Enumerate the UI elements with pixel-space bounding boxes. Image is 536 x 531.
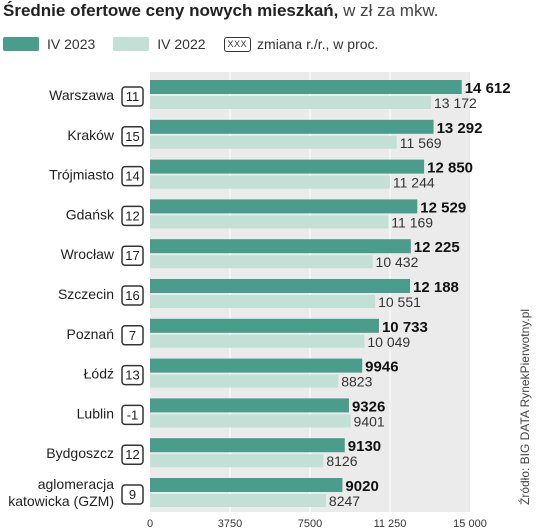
bar-iv-2023 [150, 398, 349, 413]
chart-title-unit: w zł za mkw. [338, 1, 439, 20]
value-label-iv-2023: 14 612 [465, 80, 511, 97]
change-badge-value: 9 [129, 487, 136, 502]
change-badge-box [121, 325, 144, 346]
category-label: Lublin [77, 405, 114, 421]
category-label: Gdańsk [66, 206, 115, 222]
legend-swatch-iv-2022 [113, 37, 150, 51]
bar-iv-2022 [150, 334, 365, 348]
legend-swatch-iv-2023 [3, 37, 39, 51]
change-badge-box [121, 126, 144, 147]
x-tick-label: 15 000 [453, 518, 487, 530]
bar-iv-2023 [150, 119, 434, 134]
change-badge-box [121, 165, 144, 187]
value-label-iv-2022: 8823 [341, 374, 372, 390]
category-label: aglomeracja [38, 476, 114, 492]
change-badge-box [121, 404, 144, 426]
value-label-iv-2023: 12 188 [413, 279, 459, 296]
value-label-iv-2023: 9326 [352, 398, 385, 415]
value-label-iv-2022: 10 049 [367, 334, 410, 350]
value-label-iv-2023: 10 733 [382, 319, 428, 336]
value-label-iv-2022: 9401 [354, 413, 385, 429]
bar-iv-2022 [150, 135, 397, 149]
change-badge-value: 12 [125, 208, 139, 223]
bar-iv-2022 [150, 175, 390, 189]
category-label: Wrocław [61, 246, 115, 262]
change-badge-value: 12 [125, 447, 139, 462]
category-label: Trójmiasto [49, 167, 114, 183]
legend-item-iv-2022: IV 2022 [113, 36, 206, 52]
value-label-iv-2022: 11 569 [400, 135, 442, 151]
change-badge-value: 17 [125, 248, 139, 263]
value-label-iv-2023: 13 292 [437, 120, 483, 137]
change-badge-box [121, 444, 144, 465]
bar-iv-2023 [150, 478, 343, 492]
value-label-iv-2023: 12 529 [420, 199, 466, 216]
change-badge-value: 16 [125, 288, 139, 303]
category-label: Bydgoszcz [46, 445, 114, 461]
value-label-iv-2022: 8126 [326, 453, 357, 469]
change-badge-value: 14 [125, 169, 139, 184]
value-label-iv-2022: 10 432 [376, 254, 419, 270]
bar-iv-2023 [150, 199, 418, 214]
change-badge-box [121, 245, 144, 266]
change-badge-value: 7 [129, 328, 136, 343]
chart-title-main: Średnie ofertowe ceny nowych mieszkań, [3, 1, 339, 20]
bar-iv-2023 [150, 279, 411, 293]
category-label: Warszawa [49, 87, 114, 103]
bar-iv-2023 [150, 358, 363, 373]
legend-change-box: XXX [223, 36, 252, 52]
bar-iv-2022 [150, 255, 373, 269]
category-label: Poznań [67, 326, 114, 342]
x-tick-label: 7500 [298, 518, 322, 530]
bar-iv-2023 [150, 80, 462, 94]
change-badge-value: 11 [126, 89, 140, 104]
value-label-iv-2022: 10 551 [378, 294, 421, 310]
legend-label-iv-2022: IV 2022 [157, 36, 206, 52]
change-badge-value: -1 [127, 407, 139, 422]
value-label-iv-2022: 13 172 [434, 95, 477, 111]
category-label: Łódź [84, 366, 114, 382]
value-label-iv-2023: 12 225 [414, 239, 460, 256]
bar-iv-2022 [150, 295, 376, 308]
bar-iv-2022 [150, 494, 326, 507]
legend-label-iv-2023: IV 2023 [47, 36, 96, 52]
bar-iv-2023 [150, 239, 411, 254]
chart-title: Średnie ofertowe ceny nowych mieszkań, w… [3, 1, 439, 21]
value-label-iv-2023: 9946 [365, 359, 398, 376]
change-badge-box [121, 364, 144, 386]
value-label-iv-2023: 9130 [348, 438, 381, 455]
value-label-iv-2023: 12 850 [427, 160, 473, 177]
legend-label-change: zmiana r./r., w proc. [257, 36, 379, 52]
value-label-iv-2022: 11 169 [391, 214, 433, 230]
bar-iv-2022 [150, 374, 339, 388]
change-badge-value: 13 [125, 368, 139, 383]
bar-iv-2022 [150, 215, 389, 229]
value-label-iv-2023: 9020 [345, 478, 378, 495]
bar-iv-2023 [150, 159, 425, 174]
bar-iv-2023 [150, 438, 345, 453]
bar-iv-2023 [150, 318, 379, 333]
x-tick-label: 3750 [218, 518, 242, 530]
bar-iv-2022 [150, 454, 324, 468]
change-badge-box [121, 86, 144, 107]
value-label-iv-2022: 11 244 [393, 175, 435, 191]
change-badge-box [121, 484, 144, 505]
category-label: Kraków [67, 127, 115, 143]
legend-item-iv-2023: IV 2023 [3, 36, 95, 52]
bar-iv-2022 [150, 414, 351, 428]
category-label: Szczecin [58, 286, 114, 302]
change-badge-value: 15 [125, 129, 139, 144]
value-label-iv-2022: 8247 [329, 493, 360, 509]
source-note: Źródło: BIG DATA RynekPierwotny.pl [518, 308, 532, 505]
legend: IV 2023 IV 2022 XXX zmiana r./r., w proc… [3, 35, 396, 53]
x-tick-label: 11 250 [374, 518, 407, 530]
change-badge-box [121, 285, 144, 306]
category-label: katowicka (GZM) [8, 493, 114, 509]
change-badge-box [121, 205, 144, 227]
bar-iv-2022 [150, 96, 432, 109]
x-tick-label: 0 [147, 518, 153, 530]
legend-item-change: XXX zmiana r./r., w proc. [223, 36, 379, 52]
